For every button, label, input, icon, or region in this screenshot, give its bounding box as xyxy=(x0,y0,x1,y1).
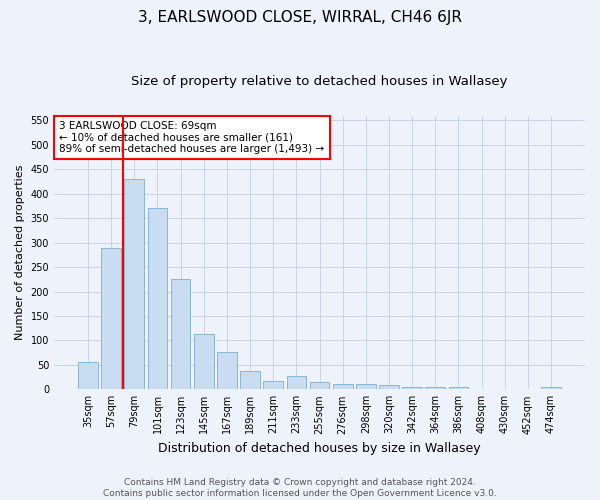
Bar xyxy=(541,387,561,390)
Bar xyxy=(356,384,376,390)
Bar xyxy=(194,334,214,390)
Bar xyxy=(425,387,445,390)
Bar xyxy=(217,352,237,390)
X-axis label: Distribution of detached houses by size in Wallasey: Distribution of detached houses by size … xyxy=(158,442,481,455)
Bar xyxy=(402,387,422,390)
Y-axis label: Number of detached properties: Number of detached properties xyxy=(15,164,25,340)
Text: Contains HM Land Registry data © Crown copyright and database right 2024.
Contai: Contains HM Land Registry data © Crown c… xyxy=(103,478,497,498)
Bar xyxy=(148,208,167,390)
Bar xyxy=(101,248,121,390)
Text: 3, EARLSWOOD CLOSE, WIRRAL, CH46 6JR: 3, EARLSWOOD CLOSE, WIRRAL, CH46 6JR xyxy=(138,10,462,25)
Bar xyxy=(310,382,329,390)
Bar xyxy=(379,386,399,390)
Bar xyxy=(124,179,144,390)
Bar xyxy=(287,376,306,390)
Text: 3 EARLSWOOD CLOSE: 69sqm
← 10% of detached houses are smaller (161)
89% of semi-: 3 EARLSWOOD CLOSE: 69sqm ← 10% of detach… xyxy=(59,121,325,154)
Bar xyxy=(263,381,283,390)
Bar xyxy=(171,280,190,390)
Bar xyxy=(333,384,353,390)
Bar xyxy=(449,387,468,390)
Title: Size of property relative to detached houses in Wallasey: Size of property relative to detached ho… xyxy=(131,75,508,88)
Bar xyxy=(240,370,260,390)
Bar xyxy=(78,362,98,390)
